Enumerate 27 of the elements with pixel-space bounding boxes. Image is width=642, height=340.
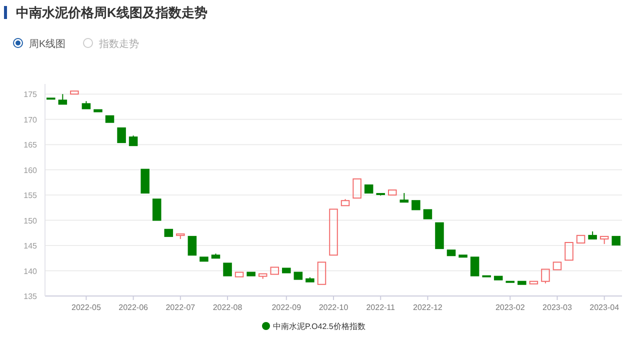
y-tick-label: 140	[24, 266, 38, 276]
x-tick-label: 2022-11	[366, 303, 396, 312]
candlestick	[58, 94, 68, 105]
x-tick-label: 2023-04	[590, 303, 620, 312]
x-tick-label: 2022-05	[72, 303, 102, 312]
legend-label: 中南水泥P.O42.5价格指数	[273, 322, 366, 331]
text: 周K线图	[29, 38, 66, 50]
y-tick-label: 150	[24, 216, 38, 226]
y-tick-label: 170	[24, 115, 38, 124]
candlestick	[400, 192, 409, 203]
text: 指数走势	[98, 38, 139, 50]
candlestick	[600, 236, 609, 245]
x-tick-label: 2022-12	[413, 303, 443, 312]
x-tick-label: 2023-03	[542, 303, 572, 312]
y-tick-label: 145	[24, 242, 38, 251]
x-tick-label: 2022-09	[272, 303, 302, 312]
x-tick-label: 2022-10	[318, 303, 349, 312]
y-tick-label: 165	[24, 140, 38, 150]
y-tick-label: 155	[24, 191, 38, 200]
x-tick-label: 2022-07	[166, 303, 196, 312]
x-tick-label: 2022-06	[118, 303, 149, 312]
x-tick-label: 2023-02	[495, 303, 526, 312]
y-tick-label: 175	[24, 90, 38, 100]
y-tick-label: 160	[24, 166, 38, 175]
x-tick-label: 2022-08	[212, 303, 243, 312]
y-tick-label: 135	[24, 292, 38, 301]
chart-title: 中南水泥价格周K线图及指数走势	[16, 5, 208, 20]
